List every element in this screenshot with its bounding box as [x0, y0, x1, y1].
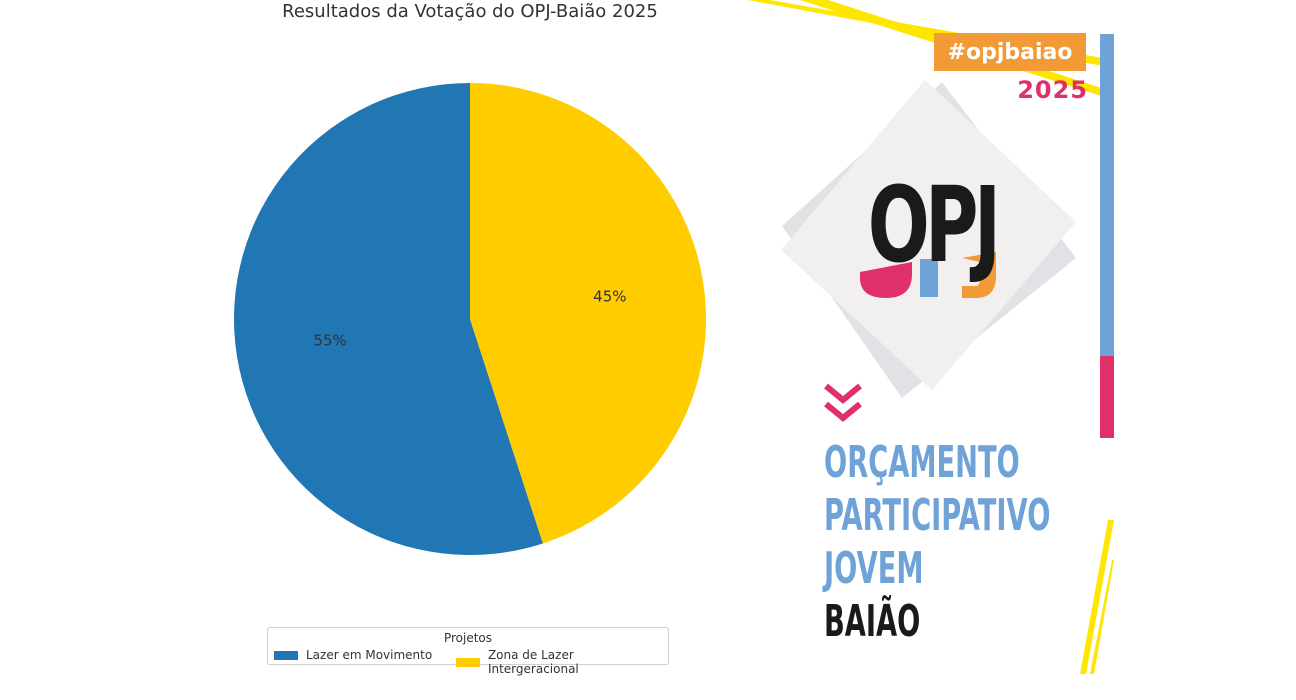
pie-slice-zona-de-lazer-intergeracional [470, 83, 707, 544]
chart-legend: Projetos Lazer em Movimento Zona de Laze… [267, 627, 669, 676]
chart-title: Resultados da Votação do OPJ-Baião 2025 [282, 1, 658, 22]
legend-swatch-lazer-em-movimento [274, 650, 298, 660]
legend-label-lazer-em-movimento: Lazer em Movimento [306, 648, 433, 662]
legend-item-lazer-em-movimento: Lazer em Movimento [274, 648, 432, 662]
yellow-stripes-bottom [1080, 520, 1114, 674]
opj-logo: OPJ [867, 164, 1001, 286]
slice-label-zona-de-lazer-intergeracional: 45% [593, 287, 626, 305]
pie-slice-lazer-em-movimento [234, 83, 543, 555]
poster-line-baiao: BAIÃO [824, 596, 921, 647]
hashtag-badge: #opjbaiao [947, 39, 1073, 65]
vertical-bar-blue [1100, 34, 1114, 356]
legend-title: Projetos [443, 631, 493, 645]
poster-line-participativo: PARTICIPATIVO [824, 490, 1051, 541]
poster-year: 2025 [1017, 76, 1088, 104]
pie-chart: 55% 45% [234, 83, 707, 555]
legend-label-zona-de-lazer-intergeracional: Zona de Lazer Intergeracional [487, 648, 579, 676]
slice-label-lazer-em-movimento: 55% [313, 332, 346, 350]
legend-swatch-zona-de-lazer-intergeracional [456, 657, 480, 667]
poster-line-orcamento: ORÇAMENTO [824, 437, 1020, 488]
legend-item-zona-de-lazer-intergeracional: Zona de Lazer Intergeracional [456, 648, 668, 676]
vertical-bar-pink [1100, 356, 1114, 438]
poster-line-jovem: JOVEM [824, 543, 924, 594]
